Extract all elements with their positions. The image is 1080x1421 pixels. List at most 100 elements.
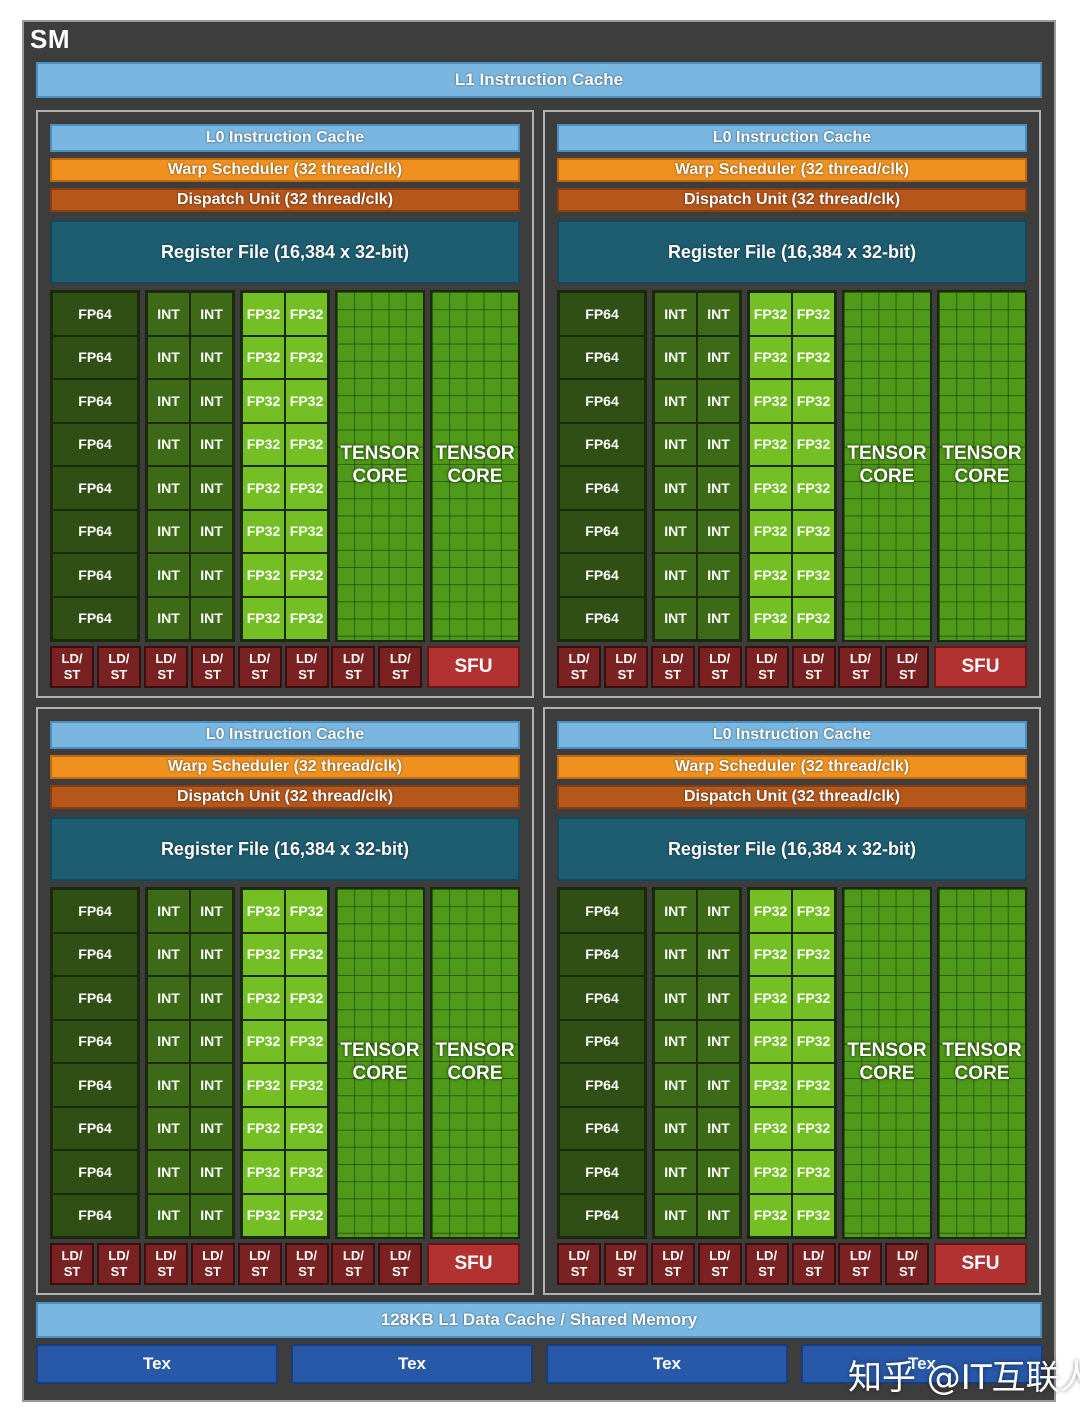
int-unit: INT <box>697 889 740 933</box>
ld-st-line1: LD/ <box>615 1248 637 1263</box>
ld-st-line1: LD/ <box>849 651 871 666</box>
int-unit: INT <box>697 466 740 510</box>
ld-st-line1: LD/ <box>803 651 824 666</box>
int-unit: INT <box>697 379 740 423</box>
int-unit: INT <box>654 335 697 379</box>
l0-instruction-cache: L0 Instruction Cache <box>557 721 1027 749</box>
ld-st-line2: ST <box>570 667 588 682</box>
fp32-unit: FP32 <box>285 889 328 933</box>
int-unit: INT <box>190 1150 233 1194</box>
int-unit: INT <box>190 422 233 466</box>
ld-st-unit: LD/ST <box>96 1243 141 1285</box>
tex-unit: Tex <box>546 1344 788 1384</box>
ld-st-line1: LD/ <box>296 1248 317 1263</box>
ld-st-line1: LD/ <box>155 651 177 666</box>
int-unit: INT <box>654 553 697 597</box>
ld-st-line1: LD/ <box>389 1248 411 1263</box>
fp32-column: FP32 FP32 FP32 FP32 FP32 FP32 FP32 FP32 FP32 FP32… <box>240 290 330 642</box>
int-unit: INT <box>190 509 233 553</box>
fp32-unit: FP32 <box>792 1193 835 1237</box>
int-unit: INT <box>147 292 190 336</box>
fp32-unit: FP32 <box>792 553 835 597</box>
fp64-unit: FP64 <box>52 292 138 336</box>
ld-st-line2: ST <box>852 667 869 682</box>
fp32-unit: FP32 <box>242 932 285 976</box>
fp64-unit: FP64 <box>52 596 138 640</box>
warp-scheduler: Warp Scheduler (32 thread/clk) <box>50 755 520 779</box>
tensor-core-label-line2: CORE <box>352 466 408 487</box>
ld-st-line2: ST <box>664 1264 682 1279</box>
fp64-unit: FP64 <box>559 596 645 640</box>
fp32-unit: FP32 <box>285 1106 328 1150</box>
fp32-unit: FP32 <box>792 1106 835 1150</box>
ld-st-unit: LD/ST <box>378 1243 423 1285</box>
fp32-unit: FP32 <box>242 292 285 336</box>
int-unit: INT <box>697 1019 740 1063</box>
fp64-unit: FP64 <box>559 889 645 933</box>
tensor-core-grid <box>939 292 1025 640</box>
fp32-unit: FP32 <box>285 976 328 1020</box>
int-column: INT INT INT INT INT INT INT INT INT INT INT INT INT I… <box>652 887 742 1239</box>
int-column: INT INT INT INT INT INT INT INT INT INT INT INT INT I… <box>145 887 235 1239</box>
ld-st-unit: LD/ST <box>885 1243 930 1285</box>
int-unit: INT <box>190 553 233 597</box>
ld-st-unit: LD/ST <box>331 1243 376 1285</box>
int-unit: INT <box>654 1063 697 1107</box>
fp64-unit: FP64 <box>559 1019 645 1063</box>
tensor-core-grid <box>432 889 518 1237</box>
ld-st-line2: ST <box>110 1264 128 1279</box>
fp32-unit: FP32 <box>242 1193 285 1237</box>
ld-st-unit: LD/ST <box>143 646 188 688</box>
ld-st-line1: LD/ <box>849 1248 871 1263</box>
ld-st-unit: LD/ST <box>791 1243 836 1285</box>
int-unit: INT <box>697 976 740 1020</box>
ld-st-unit: LD/ST <box>237 1243 282 1285</box>
tensor-core-grid <box>939 889 1025 1237</box>
register-file: Register File (16,384 x 32-bit) <box>557 817 1027 881</box>
ld-st-line1: LD/ <box>896 651 918 666</box>
ld-st-unit: LD/ST <box>190 1243 235 1285</box>
ld-st-line1: LD/ <box>108 651 130 666</box>
ld-st-line1: LD/ <box>568 1248 590 1263</box>
int-unit: INT <box>654 509 697 553</box>
dispatch-unit: Dispatch Unit (32 thread/clk) <box>50 785 520 809</box>
fp32-unit: FP32 <box>749 335 792 379</box>
fp32-unit: FP32 <box>749 379 792 423</box>
fp32-unit: FP32 <box>792 976 835 1020</box>
ld-st-unit: LD/ST <box>557 646 601 688</box>
int-unit: INT <box>654 596 697 640</box>
fp64-unit: FP64 <box>559 379 645 423</box>
int-unit: INT <box>147 1193 190 1237</box>
fp64-column: FP64 FP64 FP64 FP64 FP64 FP64 FP64 FP64 <box>557 887 647 1239</box>
int-unit: INT <box>147 976 190 1020</box>
ld-st-line2: ST <box>711 667 728 682</box>
ld-st-unit: LD/ST <box>697 646 742 688</box>
ld-st-unit: LD/ST <box>650 646 695 688</box>
fp32-unit: FP32 <box>242 596 285 640</box>
fp64-unit: FP64 <box>559 976 645 1020</box>
ld-st-line2: ST <box>758 1264 775 1279</box>
fp64-unit: FP64 <box>52 889 138 933</box>
ld-st-unit: LD/ST <box>284 646 329 688</box>
ld-st-line2: ST <box>63 667 81 682</box>
int-unit: INT <box>190 1193 233 1237</box>
fp32-unit: FP32 <box>242 335 285 379</box>
ld-st-unit: LD/ST <box>744 646 789 688</box>
tensor-core-grid <box>432 292 518 640</box>
ld-st-unit: LD/ST <box>50 646 94 688</box>
fp32-unit: FP32 <box>749 1150 792 1194</box>
ld-st-line1: LD/ <box>662 651 684 666</box>
fp64-unit: FP64 <box>52 335 138 379</box>
ld-st-line2: ST <box>345 667 362 682</box>
fp32-column: FP32 FP32 FP32 FP32 FP32 FP32 FP32 FP32 FP32 FP32… <box>747 290 837 642</box>
tensor-core-label-line2: CORE <box>859 1063 915 1084</box>
tensor-core-label-line1: TENSOR <box>340 1040 420 1061</box>
int-unit: INT <box>654 1106 697 1150</box>
ld-st-unit: LD/ST <box>791 646 836 688</box>
int-unit: INT <box>697 292 740 336</box>
fp32-unit: FP32 <box>792 1019 835 1063</box>
ld-st-line2: ST <box>805 1264 822 1279</box>
ld-st-unit: LD/ST <box>557 1243 601 1285</box>
register-file: Register File (16,384 x 32-bit) <box>50 220 520 284</box>
ld-st-line1: LD/ <box>709 1248 731 1263</box>
